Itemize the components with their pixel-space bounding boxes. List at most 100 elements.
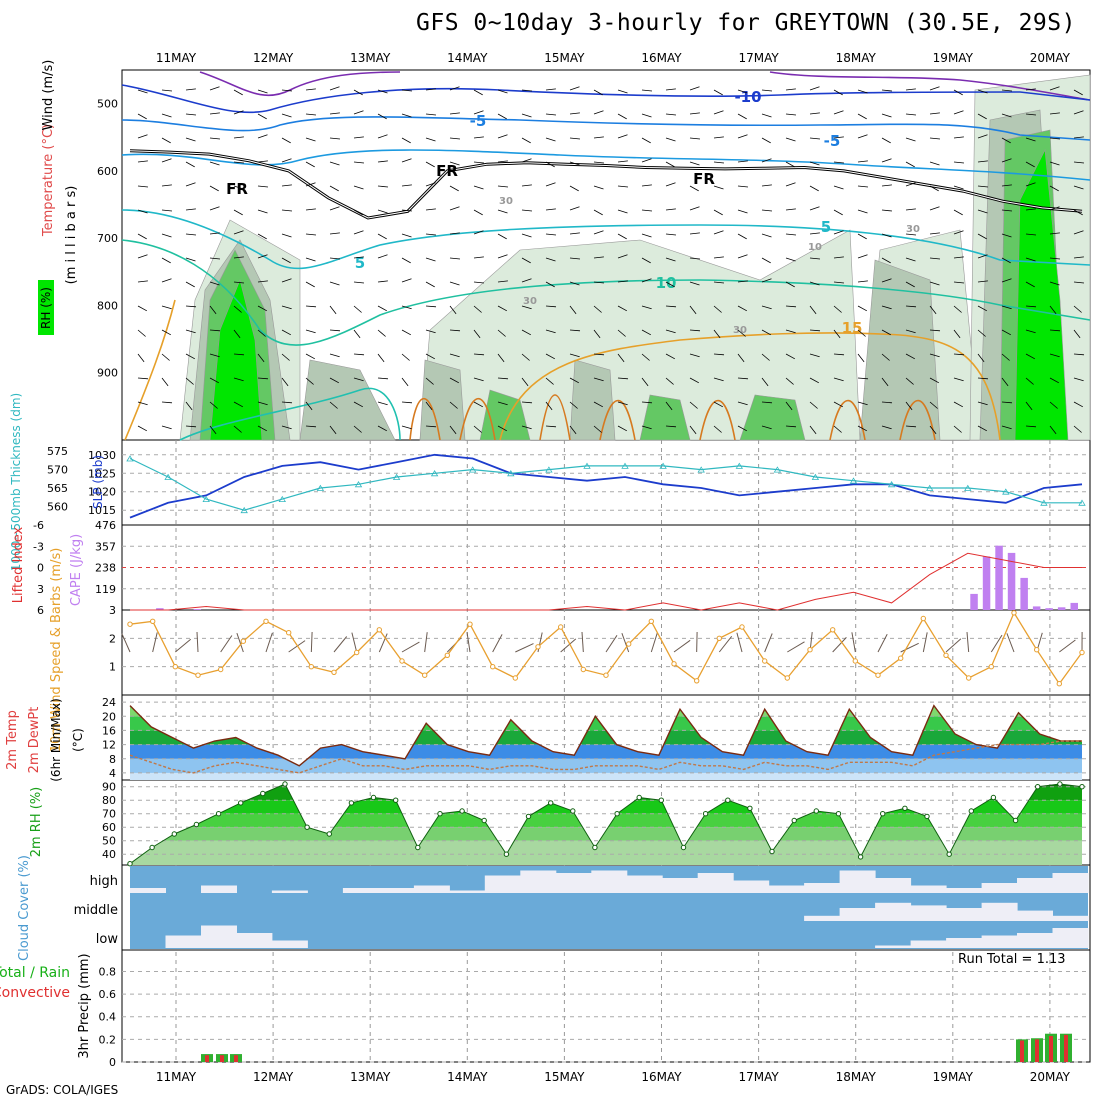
wind-barb [689, 353, 700, 358]
wind-barb [257, 425, 267, 432]
precip-tick: 0.4 [99, 1011, 117, 1024]
wind-barb [641, 89, 653, 92]
wind-barb [761, 278, 772, 283]
rh-point [304, 824, 310, 830]
wind-barb [288, 640, 306, 653]
wind-barb [521, 401, 533, 404]
wind-barb [881, 353, 890, 361]
wind-barb [569, 86, 580, 91]
wind-barb [209, 401, 218, 409]
wind-barb [1001, 278, 1012, 283]
wind-barb [785, 113, 797, 116]
wind-barb [761, 158, 772, 163]
cloud-cell-high [804, 883, 841, 893]
wind-barb [689, 185, 699, 192]
wind-barb [1001, 209, 1013, 212]
wind-point [150, 618, 156, 624]
freezing-level-line [129, 149, 1083, 220]
wind-barb [545, 257, 556, 262]
wind-barb [569, 281, 580, 286]
wind-barb [977, 89, 988, 94]
wind-barb [1025, 208, 1036, 211]
wind-barb [161, 305, 172, 310]
wind-barb [1025, 401, 1033, 411]
wind-barb [305, 233, 317, 236]
wind-barb [545, 305, 557, 308]
wind-barb [1025, 137, 1036, 142]
rh-point [968, 808, 974, 814]
wind-barb [220, 635, 233, 653]
wind-barb [185, 233, 197, 236]
wind-barb [473, 401, 483, 408]
cloud-cell-low [271, 940, 308, 948]
wind-barb [833, 136, 844, 139]
wind-barb [233, 353, 245, 356]
wind-barb [1049, 137, 1061, 140]
wind-barb [521, 425, 532, 430]
wind-barb [305, 208, 316, 211]
wind-barb [1073, 209, 1083, 216]
rh-point [747, 805, 753, 811]
wind-barb [161, 377, 169, 387]
wind-barb [281, 137, 291, 144]
wind-barb [1049, 425, 1057, 435]
wind-barb [851, 632, 856, 653]
wind-barb [377, 185, 389, 188]
wind-barb [209, 329, 221, 332]
wind-barb [929, 232, 940, 235]
wind-point [898, 655, 904, 661]
wind-barb [929, 161, 940, 166]
wind-barb [425, 161, 435, 168]
cape-tick: 357 [95, 540, 116, 553]
wind-barb [353, 305, 362, 313]
ylabel-rh2m: 2m RH (%) [29, 787, 44, 858]
wind-barb [329, 329, 341, 332]
wind-barb [1001, 305, 1012, 310]
cape-bar [970, 593, 978, 610]
wind-barb [497, 233, 507, 240]
cloud-cell-middle [910, 905, 947, 921]
wind-barb [401, 377, 409, 387]
wind-barb [257, 353, 265, 363]
wind-barb [1073, 425, 1082, 433]
wind-barb [233, 305, 242, 313]
wind-barb [281, 233, 292, 238]
wind-barb [473, 353, 485, 356]
wind-barb [353, 209, 363, 216]
wind-barb [737, 329, 746, 337]
cloud-cell-low [946, 938, 983, 948]
day-label-top: 20MAY [1030, 51, 1071, 65]
wind-barb [425, 281, 435, 288]
cape-bar [1070, 602, 1078, 610]
wind-barb [761, 209, 773, 212]
wind-barb [1025, 113, 1037, 116]
wind-barb [185, 305, 197, 308]
temp-tick: 4 [109, 767, 116, 780]
cloud-cell-high [555, 873, 592, 893]
wind-barb [233, 230, 244, 235]
cloud-cell-high [768, 885, 805, 893]
wind-barb [424, 632, 428, 653]
wind-tick: 1 [109, 661, 116, 674]
wind-barb [905, 281, 915, 288]
wind-barb [881, 113, 892, 118]
day-label-bottom: 15MAY [544, 1070, 585, 1084]
wind-barb [449, 329, 461, 332]
wind-barb [161, 89, 173, 92]
precip-tick: 0.2 [99, 1033, 117, 1046]
wind-barb [809, 425, 817, 435]
wind-barb [641, 353, 650, 361]
wind-barb [377, 89, 388, 94]
wind-barb [425, 233, 437, 236]
wind-barb [401, 158, 412, 163]
rh-point [570, 808, 576, 814]
wind-barb [713, 209, 723, 216]
wind-barb [617, 254, 628, 259]
thickness-point [164, 473, 172, 480]
slp-tick: 1030 [88, 449, 116, 462]
wind-barb [593, 110, 604, 115]
wind-barb [1025, 257, 1036, 262]
wind-barb [905, 161, 915, 168]
rh-point [946, 851, 952, 857]
wind-barb [665, 377, 674, 385]
